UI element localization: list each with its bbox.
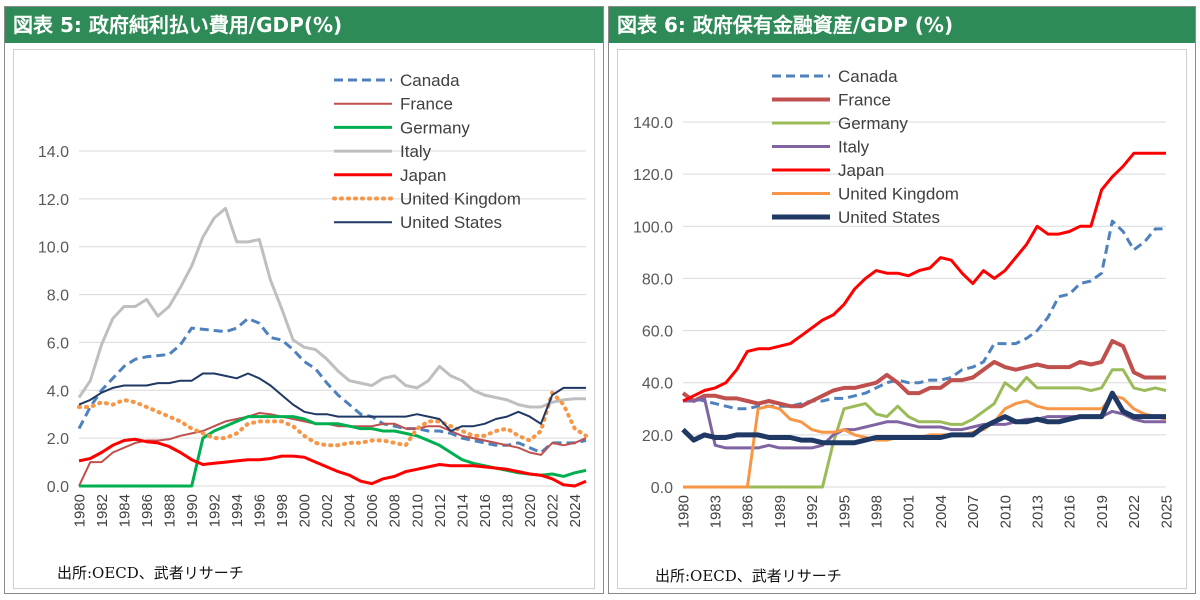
chart1-legend-label-canada: Canada xyxy=(400,71,460,90)
chart1-legend-label-united-states: United States xyxy=(400,213,502,232)
chart1-x-tick-label: 2010 xyxy=(409,494,426,527)
chart2-y-tick-label: 40.0 xyxy=(642,376,673,393)
chart2-x-tick-label: 1992 xyxy=(804,495,821,528)
chart2-y-tick-label: 60.0 xyxy=(642,324,673,341)
chart2-x-tick-label: 1980 xyxy=(675,495,692,528)
chart2-x-tick-label: 1983 xyxy=(707,495,724,528)
left-source-note: 出所:OECD、武者リサーチ xyxy=(57,564,244,582)
chart2-legend-label-germany: Germany xyxy=(838,114,908,133)
left-chart-panel: 図表 5: 政府純利払い費用/GDP(%) 0.0 2.0 4.0 6.0 8.0 10.… xyxy=(4,6,604,594)
chart2-x-tick-label: 2007 xyxy=(965,495,982,528)
chart1-series-line-italy xyxy=(77,206,586,409)
chart1-x-tick-label: 2020 xyxy=(522,494,539,527)
chart1-legend-label-united-kingdom: United Kingdom xyxy=(400,190,521,209)
chart1-x-tick-label: 1994 xyxy=(229,494,246,527)
chart1-series-line-japan xyxy=(78,437,587,488)
left-chart-title: 図表 5: 政府純利払い費用/GDP(%) xyxy=(5,7,603,43)
chart2-series-line-united-states xyxy=(681,390,1166,446)
chart2-series-line-united-kingdom xyxy=(683,394,1167,489)
chart2-y-tick-label: 140.0 xyxy=(633,115,673,132)
chart1-x-tick-label: 1986 xyxy=(139,494,156,527)
chart1-y-tick-label: 4.0 xyxy=(47,383,69,400)
chart2-x-tick-label: 2004 xyxy=(933,495,950,528)
chart1-y-tick-label: 12.0 xyxy=(38,192,69,209)
chart1-x-tick-label: 1980 xyxy=(71,494,88,527)
chart1-x-tick-label: 1996 xyxy=(252,494,269,527)
chart2-x-tick-label: 2025 xyxy=(1158,495,1175,528)
chart1-series-line-germany xyxy=(79,415,587,488)
chart1-series-line-canada xyxy=(77,317,587,454)
chart1-y-tick-label: 2.0 xyxy=(47,431,69,448)
chart2-x-tick-label: 1995 xyxy=(836,495,853,528)
chart2-x-tick-label: 1998 xyxy=(868,495,885,528)
interest-cost-chart: 0.0 2.0 4.0 6.0 8.0 10.0 12.0 14.0 1980 1982 1984 1… xyxy=(38,71,588,527)
chart1-x-tick-label: 2016 xyxy=(477,494,494,527)
chart1-x-tick-label: 2008 xyxy=(387,494,404,527)
chart1-x-tick-label: 2022 xyxy=(544,494,561,527)
chart1-legend-label-germany: Germany xyxy=(400,118,470,137)
chart1-x-tick-label: 1988 xyxy=(161,494,178,527)
chart1-legend-label-italy: Italy xyxy=(400,142,432,161)
chart2-series-line-france xyxy=(681,339,1166,409)
left-plot-area: 0.0 2.0 4.0 6.0 8.0 10.0 12.0 14.0 1980 1982 1984 1… xyxy=(13,49,595,589)
chart1-y-tick-label: 10.0 xyxy=(38,240,69,257)
chart1-y-tick-label: 8.0 xyxy=(47,288,69,305)
chart2-y-tick-label: 20.0 xyxy=(642,428,673,445)
chart1-series-line-united-kingdom xyxy=(77,390,588,448)
chart1-x-tick-label: 2014 xyxy=(454,494,471,527)
chart2-x-tick-label: 1986 xyxy=(740,495,757,528)
chart1-x-tick-label: 1992 xyxy=(206,494,223,527)
chart1-x-tick-label: 1982 xyxy=(94,494,111,527)
chart2-series-line-germany xyxy=(683,368,1167,489)
chart2-series-line-canada xyxy=(682,219,1166,411)
chart1-x-tick-label: 1998 xyxy=(274,494,291,527)
chart1-y-tick-label: 14.0 xyxy=(38,144,69,161)
chart1-x-tick-label: 1990 xyxy=(184,494,201,527)
chart1-x-tick-label: 2018 xyxy=(499,494,516,527)
right-chart-panel: 図表 6: 政府保有金融資産/GDP (%) 0.0 20.0 40.0 60.0 80… xyxy=(608,6,1196,594)
chart2-y-tick-label: 100.0 xyxy=(633,219,673,236)
chart2-y-tick-label: 80.0 xyxy=(642,271,673,288)
chart2-x-tick-label: 2016 xyxy=(1062,495,1079,528)
chart1-x-tick-label: 2000 xyxy=(297,494,314,527)
chart1-x-tick-label: 2024 xyxy=(567,494,584,527)
chart1-legend-label-japan: Japan xyxy=(400,166,446,185)
chart2-legend-label-japan: Japan xyxy=(838,161,884,180)
chart2-x-tick-label: 2010 xyxy=(997,495,1014,528)
chart2-legend-label-france: France xyxy=(838,91,891,110)
chart2-series-line-japan xyxy=(682,151,1166,403)
financial-assets-chart: 0.0 20.0 40.0 60.0 80.0 100.0 120.0 140.0 1980 19… xyxy=(633,67,1175,528)
chart1-x-tick-label: 2012 xyxy=(432,494,449,527)
chart2-x-tick-label: 2019 xyxy=(1094,495,1111,528)
chart2-x-tick-label: 1989 xyxy=(772,495,789,528)
chart2-legend-label-united-states: United States xyxy=(838,208,940,227)
right-source-note: 出所:OECD、武者リサーチ xyxy=(655,567,842,585)
chart2-x-tick-label: 2001 xyxy=(901,495,918,528)
chart2-x-tick-label: 2022 xyxy=(1126,495,1143,528)
chart1-x-tick-label: 2002 xyxy=(319,494,336,527)
right-plot-area: 0.0 20.0 40.0 60.0 80.0 100.0 120.0 140.0 1980 19… xyxy=(617,49,1187,589)
chart1-series-line-united-states xyxy=(78,372,586,432)
chart2-y-tick-label: 120.0 xyxy=(633,167,673,184)
chart1-legend-label-france: France xyxy=(400,95,453,114)
chart2-legend-label-italy: Italy xyxy=(838,138,870,157)
chart2-x-tick-label: 2013 xyxy=(1029,495,1046,528)
chart1-y-tick-label: 6.0 xyxy=(47,335,69,352)
chart2-y-tick-label: 0.0 xyxy=(651,480,673,497)
chart1-x-tick-label: 2004 xyxy=(342,494,359,527)
chart1-y-tick-label: 0.0 xyxy=(47,479,69,496)
chart1-x-tick-label: 1984 xyxy=(116,494,133,527)
chart2-legend-label-united-kingdom: United Kingdom xyxy=(838,185,959,204)
chart2-legend-label-canada: Canada xyxy=(838,67,898,86)
right-chart-title: 図表 6: 政府保有金融資産/GDP (%) xyxy=(609,7,1195,43)
chart1-x-tick-label: 2006 xyxy=(364,494,381,527)
